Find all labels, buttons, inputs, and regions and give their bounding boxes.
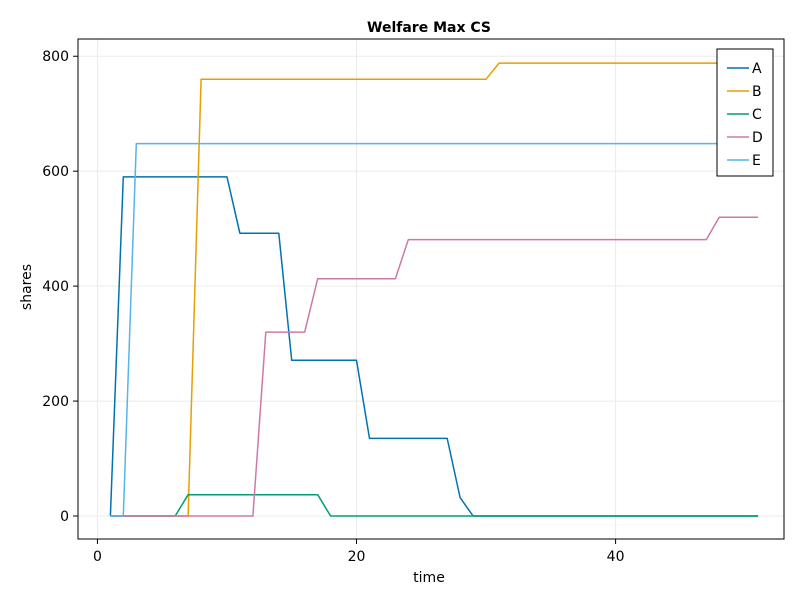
- series-line-a: [109, 176, 759, 517]
- legend-label-a: A: [752, 61, 762, 77]
- legend-label-b: B: [752, 84, 762, 100]
- grid: [78, 39, 784, 539]
- x-tick-label: 0: [93, 549, 102, 565]
- y-tick-label: 600: [42, 164, 69, 180]
- legend-label-c: C: [752, 107, 762, 123]
- y-axis-label: shares: [19, 264, 35, 310]
- legend-box: [716, 48, 774, 177]
- plot-frame: [77, 38, 785, 540]
- chart-title: Welfare Max CS: [367, 20, 491, 36]
- series-line-d: [110, 216, 759, 517]
- y-tick-label: 800: [42, 49, 69, 65]
- legend-label-e: E: [752, 153, 761, 169]
- x-tick-label: 20: [348, 549, 366, 565]
- x-axis-label: time: [413, 570, 445, 586]
- y-tick-label: 0: [60, 509, 69, 525]
- legend-label-d: D: [752, 130, 763, 146]
- y-tick-label: 400: [42, 279, 69, 295]
- y-tick-label: 200: [42, 394, 69, 410]
- series-layer: [109, 62, 759, 517]
- series-line-e: [110, 142, 759, 517]
- series-line-b: [110, 62, 759, 517]
- series-line-c: [110, 493, 759, 517]
- x-tick-label: 40: [607, 549, 625, 565]
